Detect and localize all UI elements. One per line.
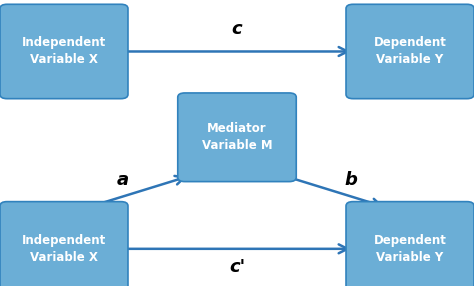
Text: a: a — [117, 171, 129, 189]
Text: c: c — [232, 20, 242, 37]
Text: Independent
Variable X: Independent Variable X — [22, 37, 106, 66]
Text: Dependent
Variable Y: Dependent Variable Y — [374, 234, 447, 264]
FancyBboxPatch shape — [346, 4, 474, 99]
FancyBboxPatch shape — [0, 4, 128, 99]
Text: c': c' — [229, 259, 245, 276]
Text: Dependent
Variable Y: Dependent Variable Y — [374, 37, 447, 66]
Text: Independent
Variable X: Independent Variable X — [22, 234, 106, 264]
FancyBboxPatch shape — [0, 202, 128, 286]
Text: b: b — [344, 171, 357, 189]
Text: Mediator
Variable M: Mediator Variable M — [202, 122, 272, 152]
FancyBboxPatch shape — [178, 93, 296, 182]
FancyBboxPatch shape — [346, 202, 474, 286]
